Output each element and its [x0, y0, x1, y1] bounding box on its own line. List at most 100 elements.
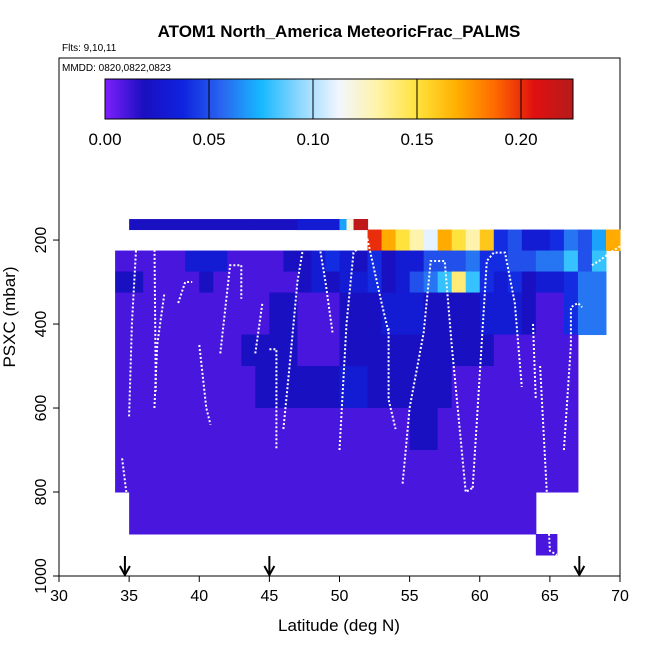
heatmap-cell — [591, 229, 607, 252]
y-axis: 200 400 600 800 1000 — [33, 227, 59, 594]
heatmap-cell — [325, 271, 340, 294]
x-tick-label: 40 — [190, 588, 208, 605]
heatmap-cell — [381, 229, 397, 252]
heatmap-cell — [563, 271, 579, 294]
heatmap-cell — [493, 250, 509, 273]
heatmap-cell — [395, 250, 411, 273]
x-tick-label: 50 — [331, 588, 349, 605]
heatmap-cell — [451, 229, 467, 252]
colorbar: 0.00 0.05 0.10 0.15 0.20 — [88, 78, 574, 149]
heatmap-cell — [381, 271, 397, 294]
heatmap-cell — [521, 271, 537, 294]
arrow-head — [119, 565, 131, 578]
heatmap-cell — [199, 271, 214, 294]
heatmap-cell — [325, 250, 340, 273]
heatmap-cell — [185, 250, 228, 273]
heatmap-cell — [465, 271, 481, 294]
flight-profile — [198, 344, 212, 426]
flight-profile — [562, 301, 583, 451]
colorbar-tick-label: 0.00 — [88, 130, 121, 149]
flight-profile — [153, 294, 166, 409]
heatmap-cell — [535, 292, 565, 336]
heatmap-cell — [535, 250, 551, 273]
heatmap-cell — [297, 219, 340, 231]
heatmap-cell — [423, 292, 481, 336]
flight-profile — [591, 245, 621, 267]
heatmap-cell — [535, 334, 579, 367]
heatmap-cell — [409, 250, 425, 273]
flight-profile — [219, 264, 243, 354]
colorbar-ticks: 0.00 0.05 0.10 0.15 0.20 — [88, 79, 538, 149]
heatmap-cell — [297, 334, 340, 367]
heatmap-cell — [535, 534, 558, 556]
flight-profile — [338, 238, 390, 451]
heatmap-cell — [479, 229, 495, 252]
x-tick-label: 70 — [611, 588, 629, 605]
heatmap-cell — [521, 250, 537, 273]
flight-profile — [121, 458, 128, 493]
heatmap-cell — [437, 229, 453, 252]
heatmap-cell — [521, 408, 579, 451]
heatmap-cell — [115, 271, 144, 294]
flight-profile — [532, 323, 537, 400]
heatmap-cell — [451, 366, 495, 409]
heatmap-cell — [115, 450, 579, 493]
heatmap-cell — [549, 271, 565, 294]
heatmap-cell — [311, 271, 326, 294]
heatmap-cell — [493, 229, 509, 252]
heatmap-cell — [577, 271, 593, 294]
heatmap-cell — [409, 229, 425, 252]
heatmap-cell — [367, 229, 383, 252]
heatmap-cell — [507, 229, 523, 252]
heatmap-cell — [479, 408, 523, 451]
heatmap-cell — [353, 219, 369, 231]
heatmap-cell — [549, 250, 565, 273]
heatmap-cell — [346, 219, 355, 231]
chart-title: ATOM1 North_America MeteoricFrac_PALMS — [158, 22, 521, 41]
heatmap-cell — [549, 229, 565, 252]
y-tick-label: 200 — [33, 227, 50, 254]
heatmap-cell — [437, 250, 453, 273]
heatmap-cell — [115, 408, 340, 451]
heatmap-cell — [115, 366, 256, 409]
colorbar-tick-label: 0.15 — [400, 130, 433, 149]
y-axis-label: PSXC (mbar) — [0, 266, 19, 367]
x-tick-label: 65 — [541, 588, 559, 605]
flight-profiles — [121, 234, 621, 556]
heatmap-cell — [115, 292, 270, 336]
heatmap-cell — [451, 271, 467, 294]
flight-profile — [401, 260, 474, 494]
heatmap-cell — [255, 366, 284, 409]
flight-profile — [471, 251, 523, 488]
colorbar-tick-label: 0.20 — [504, 130, 537, 149]
flight-profile — [128, 234, 157, 417]
arrow-head — [263, 565, 276, 578]
heatmap-cell — [129, 492, 340, 535]
latitude-arrows — [119, 556, 586, 578]
heatmap-cell — [451, 334, 495, 367]
heatmap-cell — [605, 229, 621, 252]
heatmap-cell — [493, 334, 537, 367]
heatmap-cell — [493, 366, 537, 409]
heatmap-cell — [213, 271, 298, 294]
heatmap-cell — [479, 271, 495, 294]
heatmap-cell — [535, 271, 551, 294]
x-tick-label: 45 — [260, 588, 278, 605]
heatmap-cell — [311, 250, 326, 273]
y-tick-label: 600 — [33, 395, 50, 422]
heatmap-cell — [395, 229, 411, 252]
heatmap-cell — [535, 366, 579, 409]
heatmap-cell — [241, 334, 270, 367]
heatmap-cell — [129, 219, 256, 231]
heatmap-cell — [563, 229, 579, 252]
colorbar-gradient — [104, 78, 574, 120]
heatmap-cell — [577, 250, 593, 273]
heatmap-cell — [199, 334, 242, 367]
colorbar-tick-label: 0.05 — [192, 130, 225, 149]
heatmap-cell — [395, 271, 411, 294]
x-tick-label: 60 — [471, 588, 489, 605]
heatmap-cell — [339, 271, 369, 294]
heatmap-cell — [577, 292, 593, 336]
x-axis: 30 35 40 45 50 55 60 65 70 — [50, 576, 629, 605]
